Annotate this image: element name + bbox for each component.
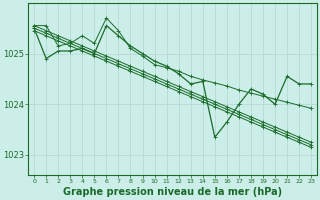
X-axis label: Graphe pression niveau de la mer (hPa): Graphe pression niveau de la mer (hPa) xyxy=(63,187,282,197)
